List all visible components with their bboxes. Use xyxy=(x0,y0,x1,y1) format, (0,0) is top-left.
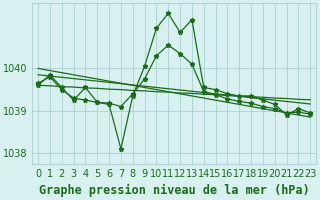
X-axis label: Graphe pression niveau de la mer (hPa): Graphe pression niveau de la mer (hPa) xyxy=(39,184,309,197)
